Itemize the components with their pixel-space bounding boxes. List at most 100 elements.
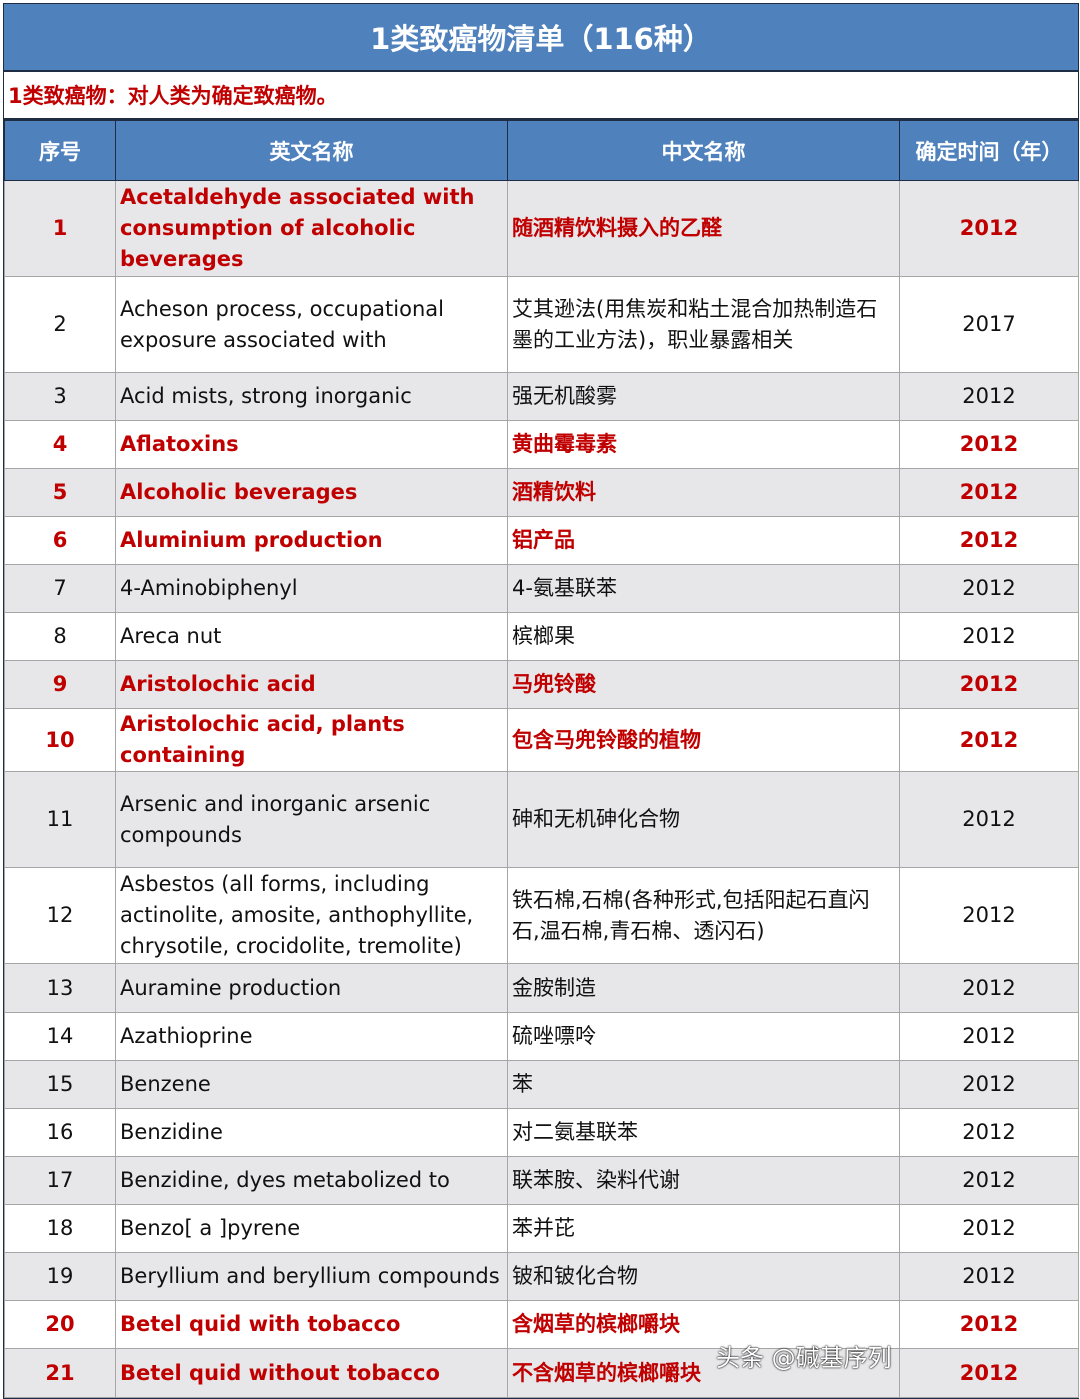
english-name: Acheson process, occupational exposure a… (115, 276, 508, 373)
year: 2012 (899, 1252, 1079, 1301)
year: 2012 (899, 660, 1079, 709)
english-name: Benzidine, dyes metabolized to (115, 1156, 508, 1205)
table-header-row: 序号 英文名称 中文名称 确定时间（年） (4, 120, 1079, 181)
row-number: 1 (4, 180, 116, 277)
table-row: 16 Benzidine 对二氨基联苯 2012 (4, 1108, 1079, 1157)
table-row: 21 Betel quid without tobacco 不含烟草的槟榔嚼块 201… (4, 1348, 1079, 1398)
row-number: 7 (4, 564, 116, 613)
table-row: 5 Alcoholic beverages 酒精饮料 2012 (4, 468, 1079, 517)
row-number: 12 (4, 867, 116, 964)
table-row: 12 Asbestos (all forms, including actinol… (4, 867, 1079, 964)
table-row: 1 Acetaldehyde associated with consumptio… (4, 180, 1079, 277)
english-name: Aflatoxins (115, 420, 508, 469)
column-header-chinese: 中文名称 (507, 120, 900, 181)
year: 2017 (899, 276, 1079, 373)
year: 2012 (899, 180, 1079, 277)
english-name: Betel quid with tobacco (115, 1300, 508, 1349)
row-number: 2 (4, 276, 116, 373)
year: 2012 (899, 867, 1079, 964)
table-row: 18 Benzo[ a ]pyrene 苯并芘 2012 (4, 1204, 1079, 1253)
column-header-no: 序号 (4, 120, 116, 181)
year: 2012 (899, 612, 1079, 661)
table-row: 8 Areca nut 槟榔果 2012 (4, 612, 1079, 661)
row-number: 4 (4, 420, 116, 469)
year: 2012 (899, 1300, 1079, 1349)
english-name: Betel quid without tobacco (115, 1348, 508, 1398)
row-number: 5 (4, 468, 116, 517)
chinese-name: 强无机酸雾 (507, 372, 900, 421)
chinese-name: 马兜铃酸 (507, 660, 900, 709)
row-number: 9 (4, 660, 116, 709)
chinese-name: 砷和无机砷化合物 (507, 771, 900, 868)
chinese-name: 铁石棉,石棉(各种形式,包括阳起石直闪石,温石棉,青石棉、透闪石) (507, 867, 900, 964)
table-row: 19 Beryllium and beryllium compounds 铍和铍化合… (4, 1252, 1079, 1301)
row-number: 13 (4, 963, 116, 1013)
row-number: 3 (4, 372, 116, 421)
row-number: 18 (4, 1204, 116, 1253)
year: 2012 (899, 1156, 1079, 1205)
chinese-name: 4-氨基联苯 (507, 564, 900, 613)
column-header-english: 英文名称 (115, 120, 508, 181)
year: 2012 (899, 468, 1079, 517)
row-number: 6 (4, 516, 116, 565)
english-name: Auramine production (115, 963, 508, 1013)
row-number: 19 (4, 1252, 116, 1301)
row-number: 10 (4, 708, 116, 772)
table-row: 10 Aristolochic acid, plants containing 包含… (4, 708, 1079, 772)
year: 2012 (899, 1348, 1079, 1398)
english-name: Aluminium production (115, 516, 508, 565)
column-header-year: 确定时间（年） (899, 120, 1079, 181)
chinese-name: 铝产品 (507, 516, 900, 565)
year: 2012 (899, 372, 1079, 421)
row-number: 8 (4, 612, 116, 661)
chinese-name: 金胺制造 (507, 963, 900, 1013)
subtitle: 1类致癌物：对人类为确定致癌物。 (4, 72, 1078, 120)
carcinogen-table-sheet: 1类致癌物清单（116种） 1类致癌物：对人类为确定致癌物。 序号 英文名称 中… (3, 3, 1079, 1399)
english-name: Benzo[ a ]pyrene (115, 1204, 508, 1253)
table-row: 4 Aflatoxins 黄曲霉毒素 2012 (4, 420, 1079, 469)
year: 2012 (899, 963, 1079, 1013)
chinese-name: 联苯胺、染料代谢 (507, 1156, 900, 1205)
chinese-name: 酒精饮料 (507, 468, 900, 517)
chinese-name: 硫唑嘌呤 (507, 1012, 900, 1061)
carcinogen-table: 序号 英文名称 中文名称 确定时间（年） 1 Acetaldehyde assoc… (4, 120, 1079, 1398)
chinese-name: 铍和铍化合物 (507, 1252, 900, 1301)
year: 2012 (899, 516, 1079, 565)
table-row: 7 4-Aminobiphenyl 4-氨基联苯 2012 (4, 564, 1079, 613)
row-number: 20 (4, 1300, 116, 1349)
row-number: 15 (4, 1060, 116, 1109)
chinese-name: 含烟草的槟榔嚼块 (507, 1300, 900, 1349)
english-name: Benzidine (115, 1108, 508, 1157)
english-name: Aristolochic acid, plants containing (115, 708, 508, 772)
table-row: 3 Acid mists, strong inorganic 强无机酸雾 2012 (4, 372, 1079, 421)
english-name: Benzene (115, 1060, 508, 1109)
english-name: Beryllium and beryllium compounds (115, 1252, 508, 1301)
english-name: Acid mists, strong inorganic (115, 372, 508, 421)
english-name: Aristolochic acid (115, 660, 508, 709)
year: 2012 (899, 708, 1079, 772)
table-row: 17 Benzidine, dyes metabolized to 联苯胺、染料代谢… (4, 1156, 1079, 1205)
english-name: Areca nut (115, 612, 508, 661)
row-number: 21 (4, 1348, 116, 1398)
english-name: Alcoholic beverages (115, 468, 508, 517)
table-row: 20 Betel quid with tobacco 含烟草的槟榔嚼块 2012 (4, 1300, 1079, 1349)
year: 2012 (899, 564, 1079, 613)
table-row: 14 Azathioprine 硫唑嘌呤 2012 (4, 1012, 1079, 1061)
english-name: 4-Aminobiphenyl (115, 564, 508, 613)
table-row: 11 Arsenic and inorganic arsenic compound… (4, 771, 1079, 868)
chinese-name: 对二氨基联苯 (507, 1108, 900, 1157)
watermark: 头条 @碱基序列 (716, 1344, 892, 1372)
year: 2012 (899, 1204, 1079, 1253)
chinese-name: 包含马兜铃酸的植物 (507, 708, 900, 772)
year: 2012 (899, 1012, 1079, 1061)
row-number: 17 (4, 1156, 116, 1205)
english-name: Asbestos (all forms, including actinolit… (115, 867, 508, 964)
table-row: 9 Aristolochic acid 马兜铃酸 2012 (4, 660, 1079, 709)
page-title: 1类致癌物清单（116种） (4, 4, 1078, 72)
english-name: Arsenic and inorganic arsenic compounds (115, 771, 508, 868)
table-row: 6 Aluminium production 铝产品 2012 (4, 516, 1079, 565)
english-name: Acetaldehyde associated with consumption… (115, 180, 508, 277)
row-number: 14 (4, 1012, 116, 1061)
table-row: 15 Benzene 苯 2012 (4, 1060, 1079, 1109)
english-name: Azathioprine (115, 1012, 508, 1061)
